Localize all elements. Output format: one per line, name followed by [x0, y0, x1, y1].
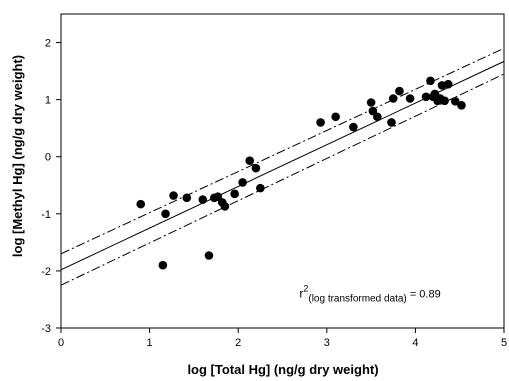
confidence-band-upper	[61, 47, 504, 255]
data-point-12	[238, 178, 247, 187]
x-axis-label: log [Total Hg] (ng/g dry weight)	[187, 362, 378, 377]
data-point-14	[251, 163, 261, 173]
confidence-band-lower	[61, 73, 504, 286]
y-tick-label-3: 0	[45, 152, 51, 164]
data-point-21	[373, 112, 382, 122]
x-tick-label-3: 3	[324, 337, 330, 349]
x-tick-label-5: 5	[501, 337, 507, 349]
data-point-3	[169, 191, 178, 200]
data-point-35	[450, 97, 460, 106]
x-tick-label-2: 2	[235, 337, 241, 349]
data-point-36	[457, 101, 466, 110]
data-point-17	[331, 112, 340, 122]
data-point-22	[387, 118, 396, 127]
data-point-6	[204, 251, 214, 260]
y-tick-label-5: 2	[45, 38, 51, 50]
r-squared-annotation: r2(log transformed data) = 0.89	[299, 284, 440, 305]
data-point-0	[136, 199, 146, 209]
data-point-25	[405, 94, 415, 103]
data-point-23	[388, 94, 398, 103]
data-point-10	[220, 202, 230, 211]
x-tick-label-0: 0	[58, 337, 64, 349]
y-tick-label-2: -1	[41, 209, 51, 221]
y-axis-label: log [Methyl Hg] (ng/g dry weight)	[10, 55, 25, 257]
data-point-2	[161, 209, 170, 219]
data-point-15	[256, 183, 265, 193]
x-tick-label-4: 4	[412, 337, 418, 349]
y-tick-label-0: -3	[41, 323, 51, 335]
data-point-13	[245, 156, 255, 166]
data-point-27	[426, 76, 435, 86]
data-point-24	[395, 86, 404, 96]
data-point-1	[158, 260, 168, 270]
data-point-19	[366, 98, 376, 107]
data-point-16	[316, 118, 325, 127]
data-point-11	[230, 189, 239, 199]
x-tick-label-1: 1	[147, 337, 153, 349]
data-point-26	[421, 92, 431, 102]
y-tick-label-1: -2	[41, 266, 51, 278]
data-point-34	[443, 79, 453, 89]
data-point-33	[440, 96, 449, 106]
plot-area: 0 1 2 3 4 5 -3 -2 -1 0 1 2 r2(log transformed data) …	[41, 13, 507, 349]
data-point-4	[182, 193, 192, 203]
data-point-5	[198, 195, 208, 204]
y-tick-label-4: 1	[45, 95, 51, 107]
data-point-18	[349, 122, 358, 132]
plot-frame	[60, 13, 505, 329]
